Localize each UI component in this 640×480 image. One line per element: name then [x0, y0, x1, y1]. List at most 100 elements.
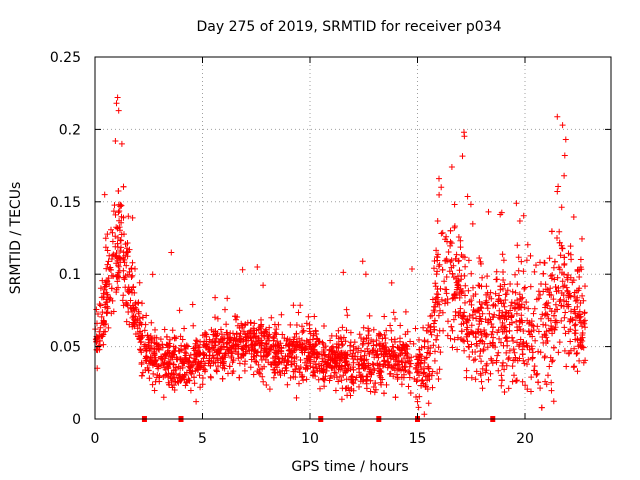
data-point [449, 327, 456, 334]
data-point [381, 313, 388, 320]
data-point [357, 353, 364, 360]
data-point [147, 333, 154, 339]
data-point [394, 344, 401, 351]
data-point [366, 312, 373, 319]
data-point [434, 300, 441, 307]
data-point [463, 374, 470, 381]
data-point [486, 294, 493, 300]
data-point [558, 317, 565, 324]
data-point [550, 344, 557, 351]
data-point [96, 328, 103, 335]
y-tick-label: 0.05 [50, 340, 81, 356]
data-point [177, 365, 184, 372]
data-point [367, 388, 374, 395]
data-point [134, 325, 141, 332]
data-point [487, 289, 494, 296]
data-point [300, 377, 307, 384]
data-point [331, 369, 338, 376]
data-point [484, 305, 491, 312]
data-point [124, 301, 131, 308]
data-point [517, 296, 524, 302]
data-point [295, 309, 302, 316]
data-point [555, 183, 562, 190]
data-point [542, 332, 549, 339]
data-point [222, 350, 229, 357]
data-point [437, 285, 444, 292]
data-point [436, 261, 443, 268]
data-point [170, 343, 177, 350]
data-point [132, 265, 138, 272]
data-point [500, 359, 506, 366]
data-point [167, 356, 174, 363]
data-point [100, 341, 107, 348]
data-point [567, 293, 574, 300]
data-point [240, 328, 247, 335]
data-point [529, 349, 536, 356]
data-point [480, 346, 487, 353]
data-point [418, 377, 425, 384]
data-point [546, 289, 552, 296]
data-point [129, 272, 136, 279]
data-point [194, 364, 201, 370]
data-point [530, 310, 537, 317]
data-point [497, 283, 504, 290]
data-point [356, 331, 363, 338]
data-point [509, 334, 516, 341]
data-point [473, 340, 480, 347]
data-point [466, 313, 473, 319]
data-point [528, 388, 534, 395]
data-point [439, 229, 446, 236]
data-point [144, 354, 150, 361]
data-point [500, 269, 506, 275]
data-point [320, 369, 327, 376]
data-point [381, 358, 388, 365]
data-point [100, 317, 107, 324]
data-point [518, 258, 525, 265]
data-point [247, 364, 254, 371]
data-point [508, 299, 515, 306]
data-point [310, 372, 317, 379]
data-point [333, 363, 340, 370]
data-point [468, 341, 475, 348]
data-point [474, 307, 480, 314]
data-point [252, 338, 259, 345]
data-point [242, 350, 249, 357]
data-point [533, 262, 539, 269]
data-point [146, 375, 153, 382]
data-point [138, 359, 145, 366]
data-point [306, 353, 313, 360]
data-point [102, 244, 109, 251]
data-point [240, 338, 247, 345]
data-point [156, 374, 162, 381]
data-point [548, 323, 555, 329]
data-point [535, 328, 542, 335]
data-point [453, 286, 460, 293]
data-point [164, 349, 171, 356]
data-point [303, 337, 310, 344]
data-point [425, 345, 432, 352]
data-point [218, 326, 224, 333]
data-point [125, 309, 132, 315]
data-point [548, 387, 555, 394]
data-point [297, 302, 304, 309]
data-point [124, 288, 131, 294]
data-point [431, 357, 438, 364]
y-tick-label: 0.1 [59, 267, 81, 283]
data-point [499, 362, 506, 369]
data-point [319, 339, 326, 346]
data-point [406, 370, 413, 376]
data-point [97, 302, 104, 309]
x-tick-label: 0 [91, 431, 100, 447]
data-point [363, 380, 370, 387]
data-point [394, 374, 401, 381]
data-point [512, 300, 518, 307]
data-point [242, 331, 249, 338]
data-point [552, 319, 559, 326]
data-point [483, 367, 490, 374]
data-point [538, 315, 544, 322]
data-point [115, 209, 122, 216]
data-point [260, 282, 267, 289]
data-point [219, 355, 226, 362]
data-point [387, 322, 394, 329]
data-point [462, 282, 469, 289]
